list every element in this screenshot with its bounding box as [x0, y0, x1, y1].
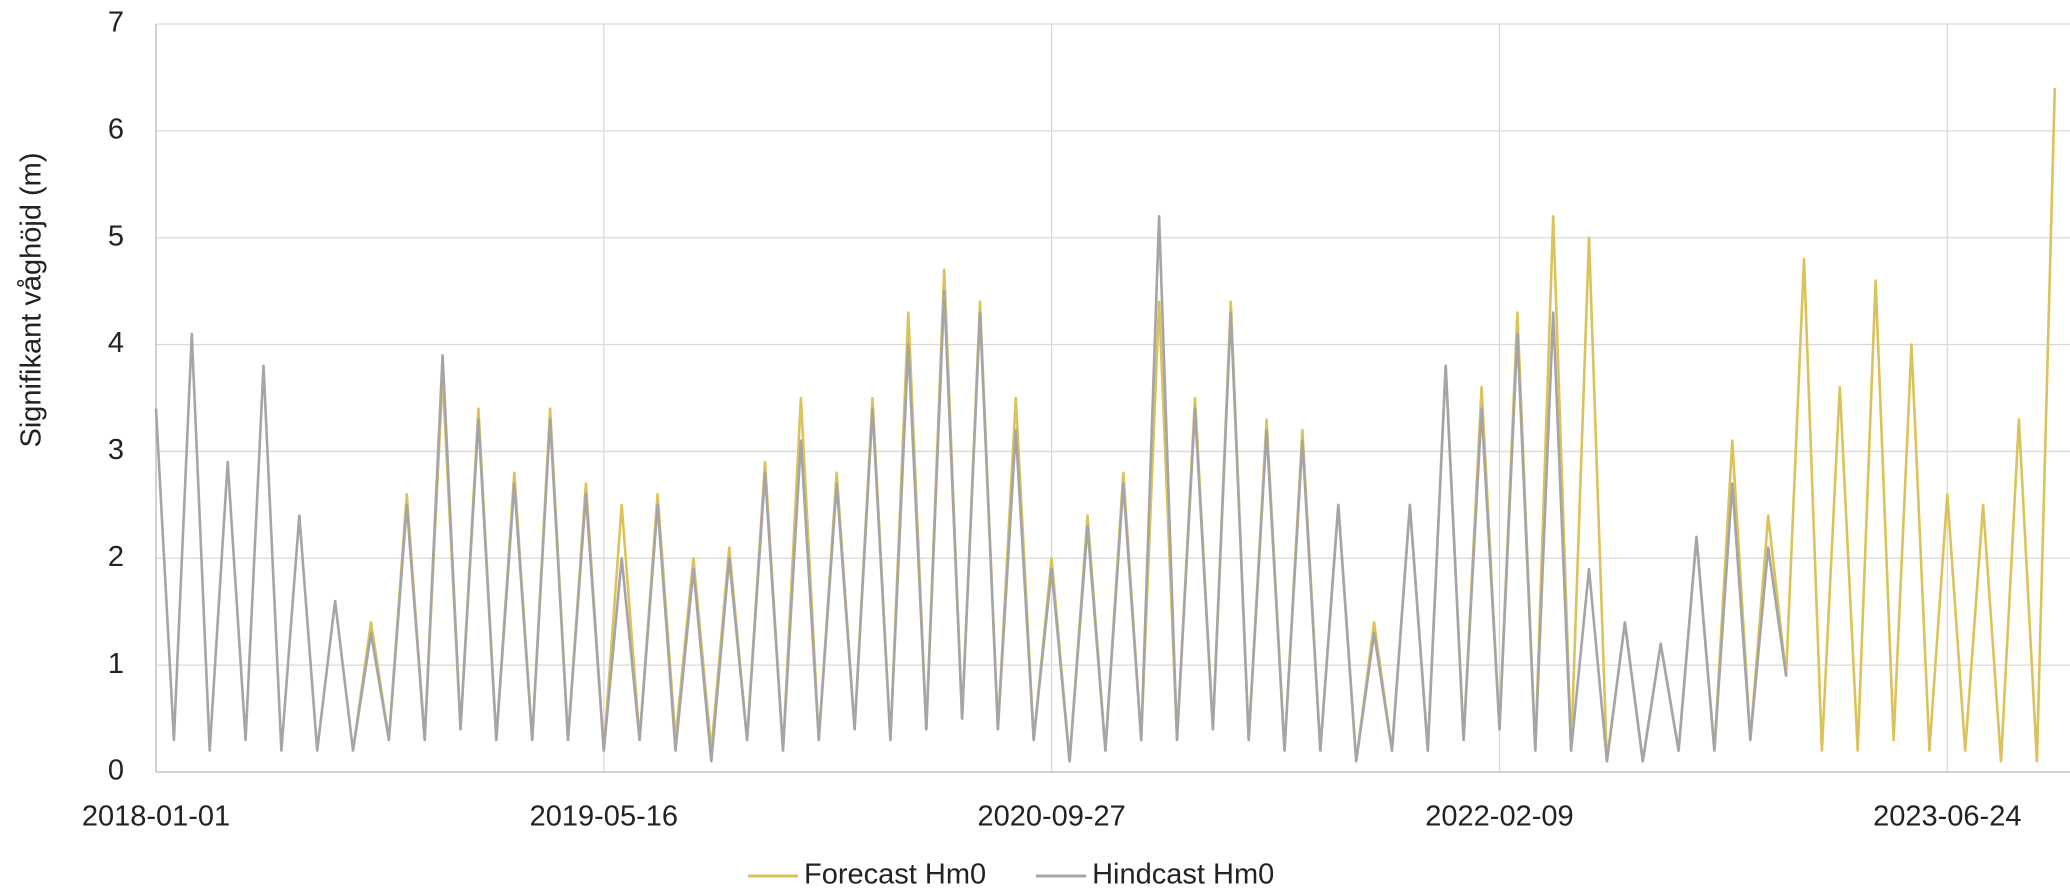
- x-tick-label: 2018-01-01: [82, 801, 230, 833]
- x-tick-label: 2022-02-09: [1425, 801, 1573, 833]
- y-tick-label: 5: [108, 220, 124, 252]
- legend-label: Hindcast Hm0: [1092, 859, 1274, 891]
- y-axis-title: Signifikant våghöjd (m): [16, 153, 48, 448]
- y-tick-label: 2: [108, 541, 124, 573]
- y-tick-label: 6: [108, 114, 124, 146]
- y-tick-label: 1: [108, 648, 124, 680]
- x-tick-label: 2020-09-27: [977, 801, 1125, 833]
- x-tick-label: 2023-06-24: [1873, 801, 2021, 833]
- y-tick-label: 7: [108, 7, 124, 39]
- y-tick-label: 0: [108, 755, 124, 787]
- y-tick-label: 4: [108, 327, 124, 359]
- series-line: [154, 215, 1788, 763]
- x-tick-label: 2019-05-16: [530, 801, 678, 833]
- series-line: [351, 88, 2057, 763]
- legend-label: Forecast Hm0: [804, 859, 986, 891]
- y-tick-label: 3: [108, 434, 124, 466]
